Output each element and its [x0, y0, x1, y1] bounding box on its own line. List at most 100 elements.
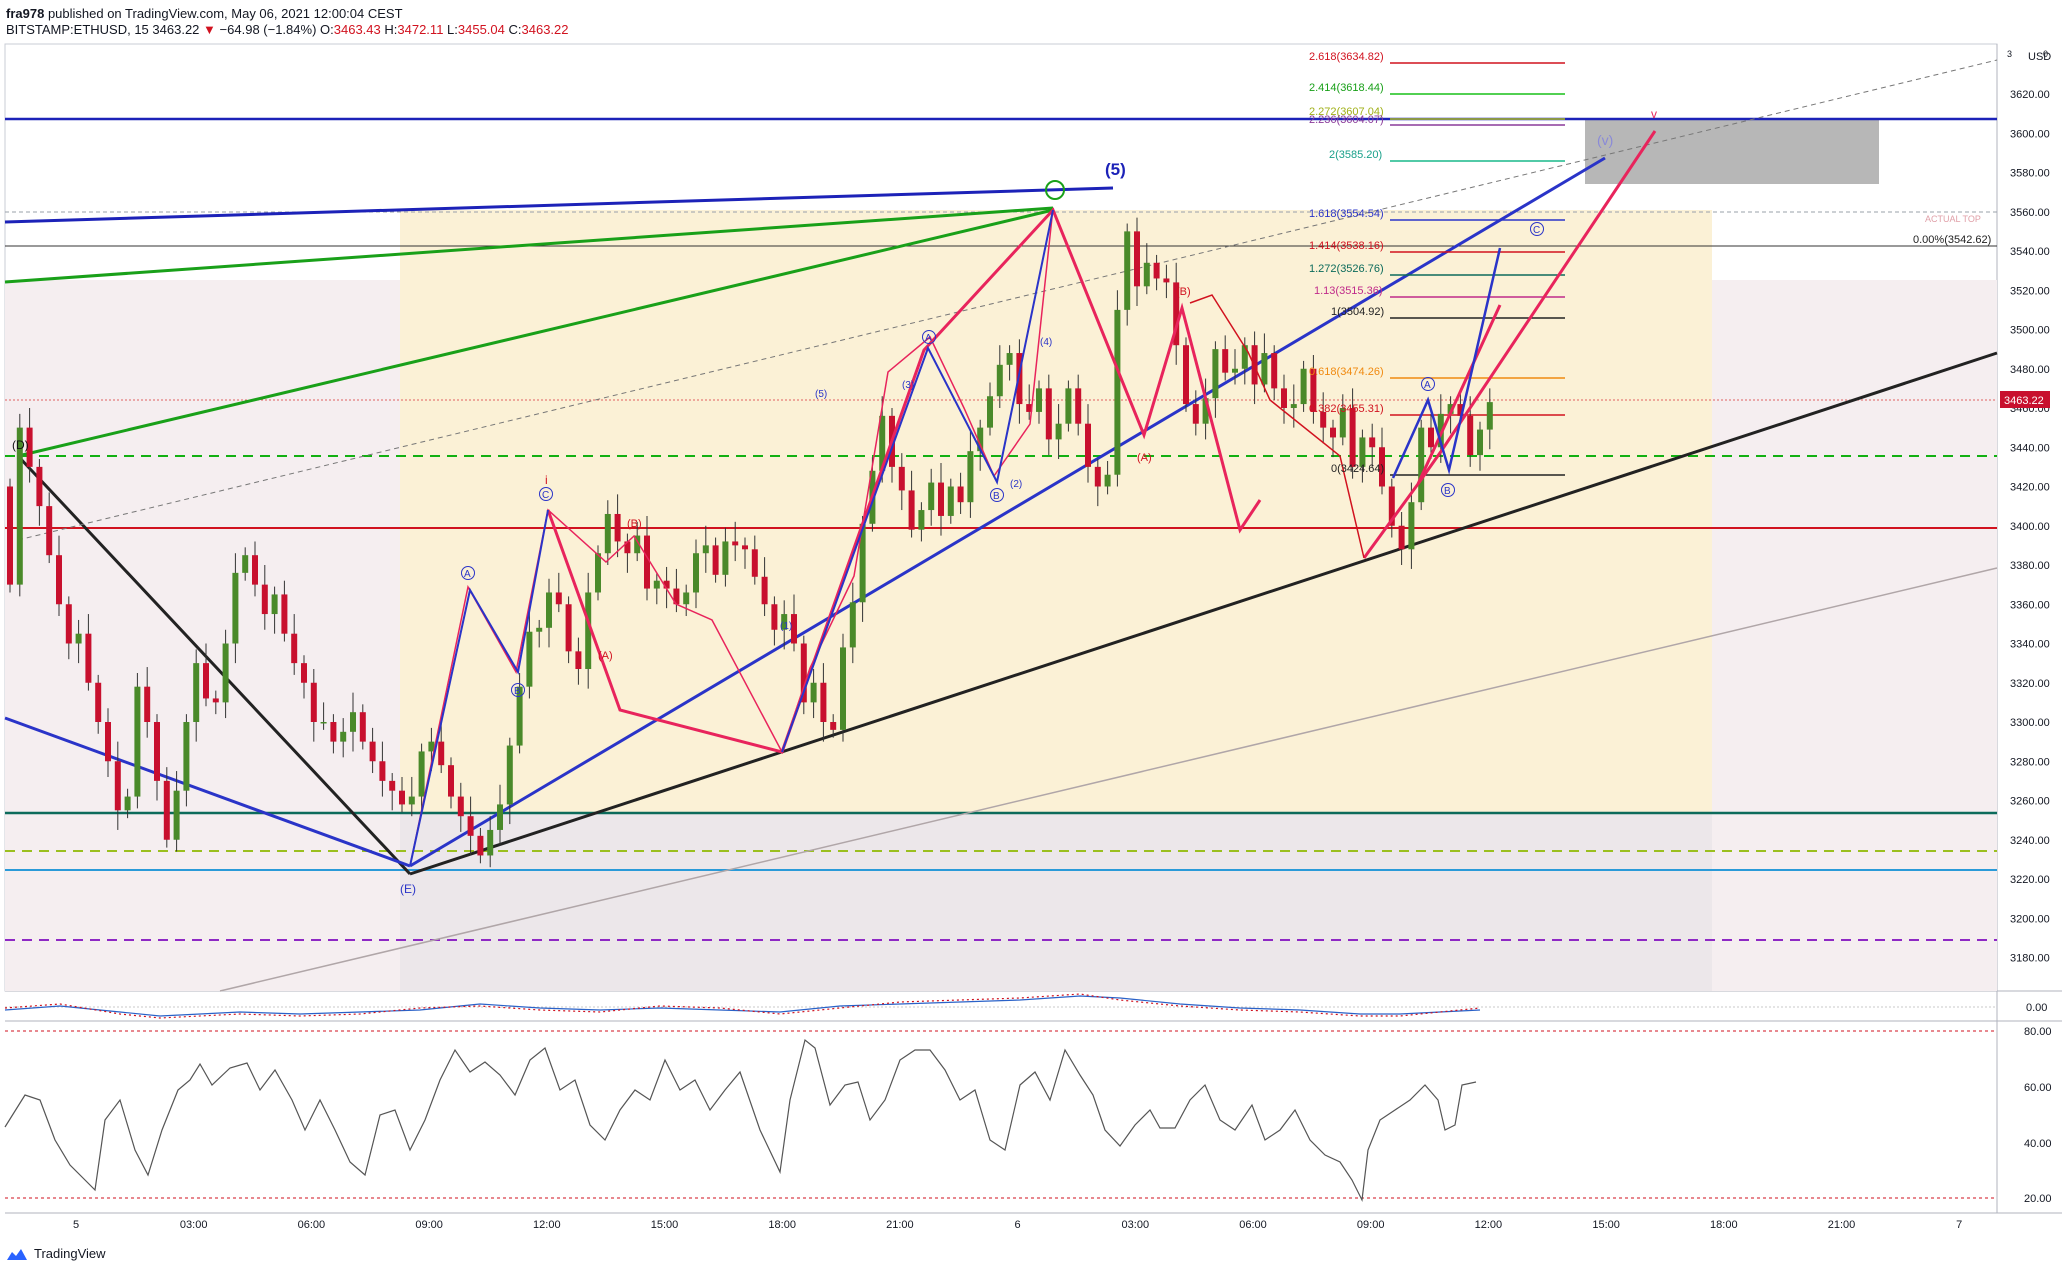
candle-body [1163, 278, 1170, 283]
bg-zone-yellow [400, 210, 1712, 813]
label-E: (E) [400, 882, 416, 896]
price-tick: 3260.00 [2010, 796, 2050, 808]
candle-body [516, 686, 523, 746]
candle-body [291, 633, 298, 664]
candle-body [350, 712, 356, 732]
candle-body [879, 415, 886, 471]
trendline-blue-down [4, 716, 411, 868]
candle-body [124, 796, 131, 811]
candle-body [977, 427, 984, 452]
label-v-red: v [1651, 107, 1657, 121]
price-axis-currency: USD [2028, 51, 2051, 63]
symbol-legend: BITSTAMP:ETHUSD, 15 3463.22 ▼ −64.98 (−1… [6, 22, 569, 37]
rsi-pane [4, 1030, 1997, 1203]
candle-body [938, 482, 944, 516]
candle-body [1320, 411, 1327, 428]
candle-body [1467, 415, 1474, 456]
target-box [1585, 118, 1879, 184]
actual-top-label: ACTUAL TOP [1925, 214, 1981, 224]
fib-text-labels: 2.618(3634.82) 2.414(3618.44) 2.272(3607… [1309, 51, 1991, 475]
symbol-name[interactable]: BITSTAMP:ETHUSD, 15 [6, 22, 149, 37]
candle-body [438, 741, 445, 766]
candle-body [957, 486, 964, 503]
trendline-green-2 [17, 208, 1054, 458]
candle-body [820, 682, 827, 722]
open-value: 3463.43 [333, 22, 381, 37]
price-axis[interactable]: 3620.00 3600.00 3580.00 3560.00 3540.00 3520.… [2010, 89, 2050, 965]
candle-body [418, 751, 425, 797]
candle-body [1486, 402, 1493, 430]
candle-body [242, 555, 249, 573]
candle-body [693, 553, 699, 593]
candle-body [1379, 447, 1385, 487]
candle-body [114, 761, 121, 811]
candle-body [732, 541, 739, 546]
price-tick: 3280.00 [2010, 756, 2050, 768]
candle-body [1183, 345, 1189, 405]
price-tick: 3520.00 [2010, 285, 2050, 297]
label-B-red-2: (B) [1176, 286, 1191, 298]
candle-body [1075, 388, 1082, 424]
time-tick: 06:00 [298, 1219, 326, 1231]
candle-body [310, 682, 317, 722]
time-tick: 06:00 [1239, 1219, 1267, 1231]
label-D: (D) [12, 438, 29, 452]
price-tick: 3440.00 [2010, 442, 2050, 454]
candle-body [565, 604, 572, 652]
label-v: (v) [1597, 132, 1613, 148]
candle-body [1124, 231, 1131, 310]
candle-body [830, 722, 837, 730]
low-label: L: [447, 22, 458, 37]
price-tick: 3500.00 [2010, 325, 2050, 337]
candle-body [624, 541, 631, 554]
candle-body [36, 466, 43, 507]
footer-brand[interactable]: TradingView [6, 1246, 106, 1261]
label-B-circ-2: B [993, 491, 1000, 502]
last-price-tag-text: 3463.22 [2004, 395, 2044, 407]
candle-body [1222, 349, 1229, 373]
label-n4: (4) [1040, 337, 1052, 348]
candle-body [849, 602, 856, 648]
publisher-name[interactable]: fra978 [6, 6, 45, 21]
candle-body [575, 651, 582, 670]
candle-body [928, 482, 935, 511]
candle-body [1153, 262, 1160, 279]
candle-body [898, 466, 905, 491]
candle-body [1173, 282, 1180, 346]
candle-body [1065, 388, 1072, 424]
time-tick: 12:00 [533, 1219, 561, 1231]
wave-labels: (D) (E) (5) (v) v i (A) (B) (A) (B) A B … [12, 107, 1657, 896]
time-tick: 09:00 [415, 1219, 443, 1231]
candle-body [1428, 427, 1434, 448]
candle-body [1339, 408, 1346, 438]
candle-body [46, 506, 53, 556]
candle-body [663, 580, 670, 589]
label-A-circ-2: A [925, 333, 932, 344]
candle-body [369, 741, 376, 762]
candlestick-series [7, 217, 1493, 868]
candle-body [1143, 262, 1150, 287]
trendline-blue-up [409, 156, 1606, 868]
price-tick: 3240.00 [2010, 835, 2050, 847]
candle-body [320, 722, 327, 724]
time-axis[interactable]: 5 03:00 06:00 09:00 12:00 15:00 18:00 21:00 6 03:… [73, 1219, 1962, 1231]
label-B-circ: B [514, 686, 521, 697]
candle-body [330, 722, 337, 742]
candle-body [271, 594, 278, 615]
candle-body [1290, 404, 1297, 408]
candle-body [918, 510, 925, 530]
candle-body [1134, 231, 1140, 287]
trendline-blue-top [4, 186, 1114, 224]
candle-body [7, 486, 13, 585]
price-tick: 3480.00 [2010, 364, 2050, 376]
price-tick: 3420.00 [2010, 482, 2050, 494]
candle-body [1418, 427, 1425, 503]
fib-2618: 2.618(3634.82) [1309, 51, 1384, 63]
candle-body [154, 722, 160, 781]
candle-body [546, 592, 552, 628]
candle-body [56, 555, 62, 605]
candle-body [604, 513, 611, 554]
candle-body [428, 741, 435, 752]
candle-body [987, 396, 993, 428]
